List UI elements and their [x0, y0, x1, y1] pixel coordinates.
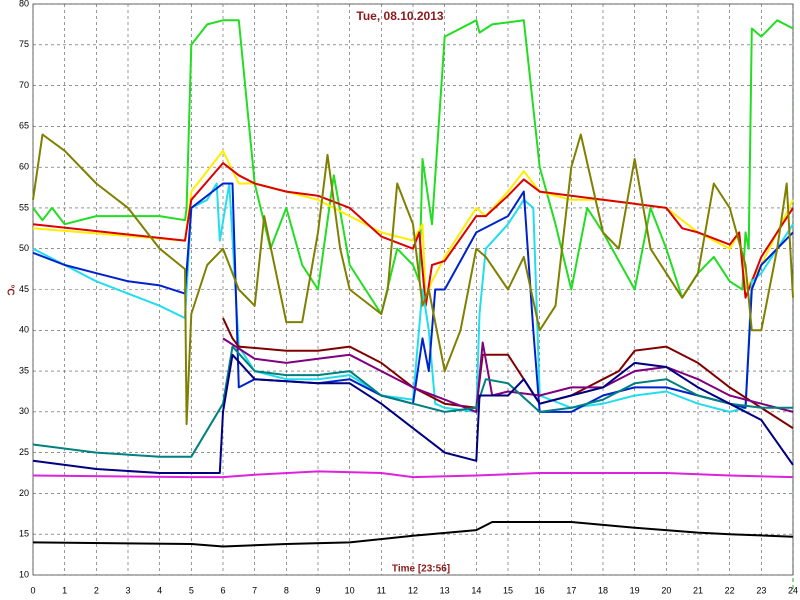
y-tick-label: 10 — [19, 569, 29, 579]
x-tick-label: 15 — [503, 585, 513, 595]
x-tick-label: 0 — [30, 585, 35, 595]
x-tick-label: 12 — [408, 585, 418, 595]
x-axis-label: Time [23:56] — [392, 564, 450, 575]
y-tick-label: 40 — [19, 325, 29, 335]
series-line — [32, 182, 794, 413]
y-tick-label: 80 — [19, 0, 29, 8]
y-tick-label: 60 — [19, 162, 29, 172]
series-line — [32, 521, 794, 548]
x-tick-label: 5 — [189, 585, 194, 595]
x-tick-label: 14 — [471, 585, 481, 595]
x-tick-label: 1 — [62, 585, 67, 595]
chart-title: Tue, 08.10.2013 — [356, 9, 443, 23]
y-axis-label: °C — [4, 284, 15, 295]
y-tick-label: 45 — [19, 284, 29, 294]
x-tick-label: 7 — [252, 585, 257, 595]
series-line — [32, 353, 794, 474]
x-tick-label: 17 — [566, 585, 576, 595]
series-line — [32, 345, 793, 458]
x-tick-label: 2 — [94, 585, 99, 595]
x-tick-label: 18 — [598, 585, 608, 595]
x-tick-label: 22 — [725, 585, 735, 595]
series-line — [222, 317, 794, 430]
series-line — [32, 470, 794, 479]
series-line — [32, 182, 794, 413]
x-tick-label: 6 — [220, 585, 225, 595]
y-tick-label: 55 — [19, 202, 29, 212]
y-tick-label: 30 — [19, 406, 29, 416]
x-tick-label: 13 — [440, 585, 450, 595]
x-tick-label: 16 — [535, 585, 545, 595]
x-tick-label: 19 — [630, 585, 640, 595]
series-line — [32, 19, 794, 315]
x-tick-label: 23 — [756, 585, 766, 595]
y-tick-label: 25 — [19, 447, 29, 457]
x-tick-label: 8 — [284, 585, 289, 595]
x-tick-label: 24 — [788, 585, 798, 595]
y-tick-label: 15 — [19, 529, 29, 539]
series-line — [222, 337, 794, 413]
x-tick-label: 3 — [125, 585, 130, 595]
x-tick-label: 20 — [661, 585, 671, 595]
y-tick-label: 50 — [19, 243, 29, 253]
x-tick-label: 4 — [157, 585, 162, 595]
series-line — [32, 162, 794, 307]
y-tick-label: 20 — [19, 488, 29, 498]
y-tick-label: 75 — [19, 39, 29, 49]
x-tick-label: 10 — [345, 585, 355, 595]
y-tick-label: 65 — [19, 121, 29, 131]
x-tick-label: 11 — [377, 585, 386, 595]
series-line — [32, 149, 794, 299]
y-tick-label: 35 — [19, 365, 29, 375]
y-tick-label: 70 — [19, 80, 29, 90]
x-tick-label: 9 — [315, 585, 320, 595]
series-line — [32, 133, 794, 426]
x-tick-label: 21 — [693, 585, 703, 595]
